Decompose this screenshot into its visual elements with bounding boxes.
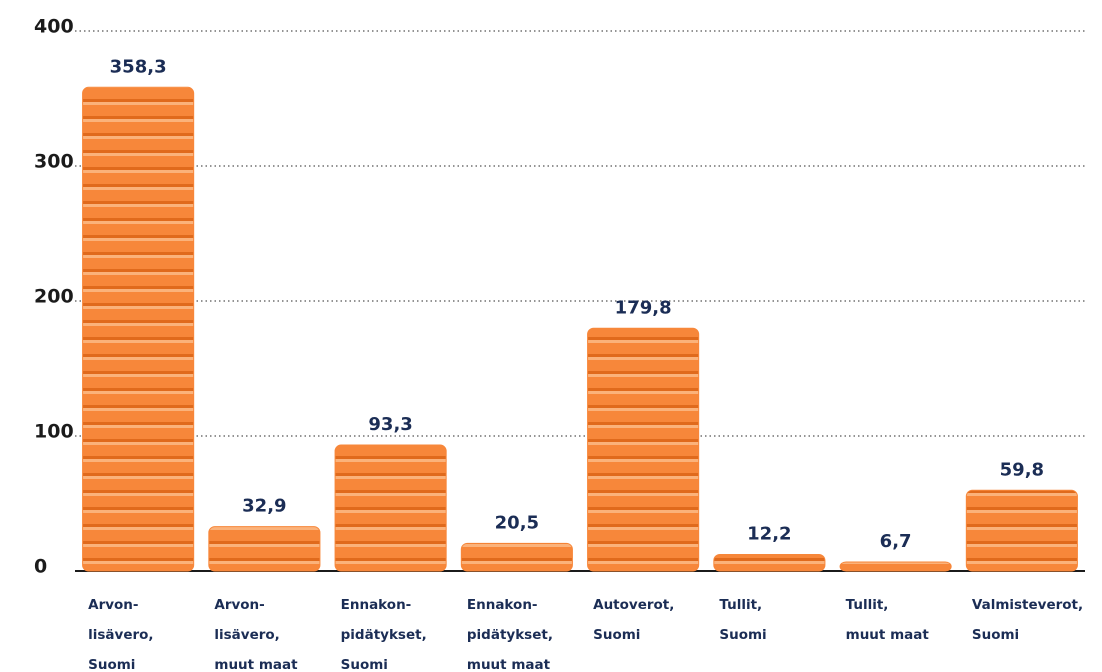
bar	[587, 327, 700, 572]
value-label: 6,7	[880, 531, 912, 552]
x-tick-label: Tullit,	[719, 597, 762, 613]
x-tick-label: muut maat	[214, 657, 298, 672]
x-tick-label: muut maat	[846, 627, 930, 643]
bar	[839, 561, 952, 572]
x-tick-label: Suomi	[719, 627, 766, 643]
bar	[460, 542, 573, 572]
x-tick-label: Ennakon-	[341, 597, 412, 613]
x-tick-label: pidätykset,	[341, 627, 427, 643]
x-tick-label: Tullit,	[846, 597, 889, 613]
x-tick-label: pidätykset,	[467, 627, 553, 643]
x-tick-label: Autoverot,	[593, 597, 674, 613]
bar	[208, 526, 321, 572]
x-tick-label: Valmisteverot,	[972, 597, 1083, 613]
x-tick-label: lisävero,	[214, 627, 279, 643]
y-tick-label: 100	[34, 421, 74, 443]
x-tick-label: Ennakon-	[467, 597, 538, 613]
bar	[334, 444, 447, 572]
value-label: 32,9	[242, 496, 286, 517]
x-tick-label: muut maat	[467, 657, 551, 672]
bar	[713, 554, 826, 572]
x-tick-label: Arvon-	[88, 597, 138, 613]
y-tick-label: 300	[34, 151, 74, 173]
value-label: 20,5	[495, 512, 539, 533]
y-tick-label: 400	[34, 16, 74, 38]
value-label: 59,8	[1000, 459, 1044, 480]
value-label: 93,3	[368, 414, 412, 435]
bar	[82, 86, 195, 572]
x-tick-label: Arvon-	[214, 597, 264, 613]
bar	[965, 489, 1078, 572]
x-tick-label: Suomi	[972, 627, 1019, 643]
x-tick-label: Suomi	[88, 657, 135, 672]
value-label: 179,8	[615, 297, 672, 318]
y-tick-label: 0	[34, 556, 47, 578]
value-label: 12,2	[747, 524, 791, 545]
y-tick-label: 200	[34, 286, 74, 308]
value-label: 358,3	[110, 56, 167, 77]
x-tick-label: lisävero,	[88, 627, 153, 643]
x-tick-label: Suomi	[593, 627, 640, 643]
x-tick-label: Suomi	[341, 657, 388, 672]
